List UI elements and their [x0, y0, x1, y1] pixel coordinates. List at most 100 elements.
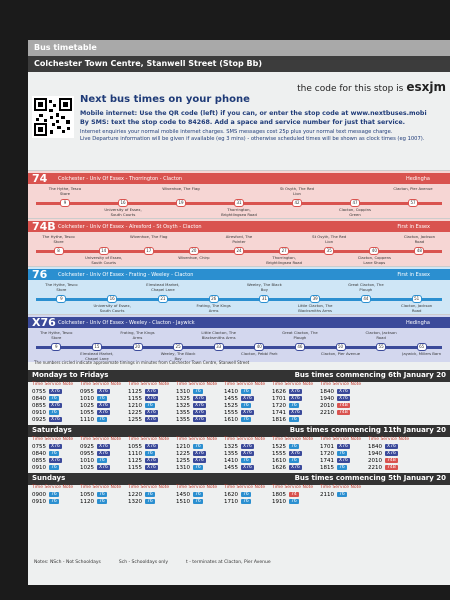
column: Time Service Note 2110 76 [320, 485, 368, 505]
service: 76 [337, 492, 347, 497]
stop-time: 16 [107, 295, 118, 303]
service: X76 [145, 465, 158, 470]
timetable: Saturdays Bus times commencing 11th Janua… [28, 425, 450, 471]
time: 1626 [272, 464, 286, 471]
columns: Time Service Note 0755 X76 0840 76 0855 X76 091… [28, 437, 450, 471]
stop-name: University of Essex, South Courts [93, 303, 131, 313]
departure: 2210 74B [320, 409, 368, 416]
service: X76 [289, 410, 302, 415]
departure: 1626 X76 [272, 464, 320, 471]
departure: 1155 X76 [128, 395, 176, 402]
timetable: Sundays Bus times commencing 5th January … [28, 473, 450, 505]
service: 76 [289, 444, 299, 449]
time: 0840 [32, 395, 46, 402]
stop-name: The Hythe, Tesco Store [40, 330, 73, 340]
departure: 1710 76 [224, 498, 272, 505]
stop-name: Colchester Town Centre, Stanwell Street … [28, 56, 450, 72]
route-header: X76 Colchester - Univ Of Essex - Weeley -… [28, 316, 450, 329]
service: X76 [193, 451, 206, 456]
stop-time: 14 [98, 247, 109, 255]
departure: 0910 76 [32, 464, 80, 471]
column-header: Time Service Note [272, 382, 314, 387]
departure: 1055 X76 [80, 409, 128, 416]
stop-code: esxjm [406, 80, 446, 94]
stop-time: 26 [208, 295, 219, 303]
time: 1255 [176, 457, 190, 464]
service: X76 [97, 410, 110, 415]
service: X76 [145, 389, 158, 394]
departure: 1805 74 [272, 491, 320, 498]
departure: 1210 76 [128, 402, 176, 409]
service: 74B [337, 403, 350, 408]
column-header: Time Service Note [224, 437, 266, 442]
column-header: Time Service Note [80, 382, 122, 387]
column: Time Service Note 1125 X76 1155 X76 1210 76 122… [128, 382, 176, 423]
departure: 1010 76 [80, 395, 128, 402]
service: X76 [241, 465, 254, 470]
departure: 1626 X76 [272, 388, 320, 395]
service: 76 [193, 444, 203, 449]
stop-name: Thorrington, Brightlingsea Road [221, 207, 257, 217]
time: 0755 [32, 388, 46, 395]
operator: Hedingha [406, 320, 430, 326]
stop-name: The Hythe, Tesco Store [42, 234, 75, 244]
stop-time: 15 [91, 343, 102, 351]
service: 76 [241, 389, 251, 394]
stop-name: The Hythe, Tesco Store [45, 282, 78, 292]
time: 1840 [320, 388, 334, 395]
departure: 1325 X76 [224, 443, 272, 450]
stop-name: Clacton, Jackson Road [403, 234, 436, 244]
stop-name: Wivenhoe, Chirp [178, 255, 210, 260]
service: 76 [289, 458, 299, 463]
departure: 0925 X76 [80, 443, 128, 450]
time: 1220 [128, 491, 142, 498]
service: X76 [241, 396, 254, 401]
stop-name: Alresford, The Pointer [225, 234, 253, 244]
departure: 1555 X76 [224, 409, 272, 416]
time: 1055 [128, 443, 142, 450]
service: X76 [289, 465, 302, 470]
column: Time Service Note 1525 76 1555 X76 1610 76 1626… [272, 437, 320, 471]
columns: Time Service Note 0900 76 0910 76 Time Servic… [28, 485, 450, 505]
column-header: Time Service Note [176, 437, 218, 442]
time: 1310 [176, 464, 190, 471]
departure: 1701 X76 [320, 443, 368, 450]
column-header: Time Service Note [272, 485, 314, 490]
time: 1010 [80, 457, 94, 464]
departure: 1255 X76 [176, 457, 224, 464]
column: Time Service Note 0955 X76 1010 76 1025 X76 105… [80, 382, 128, 423]
stop-name: Jaywick, Millers Barn [402, 351, 442, 356]
next-bus-block: Next bus times on your phone Mobile inte… [28, 92, 450, 164]
stop-time: 16 [118, 199, 128, 207]
service: X76 [241, 451, 254, 456]
service: 76 [193, 389, 203, 394]
stop-name: Clacton, Pebbl Park [241, 351, 278, 356]
service: 76 [97, 417, 107, 422]
time: 0955 [80, 450, 94, 457]
service: X76 [337, 458, 350, 463]
time: 1355 [176, 416, 190, 423]
info-line: Internet enquiries your normal mobile in… [80, 129, 393, 135]
service: 76 [337, 465, 347, 470]
time: 1325 [176, 395, 190, 402]
service: 76 [193, 465, 203, 470]
time: 1410 [224, 457, 238, 464]
service: 76 [145, 451, 155, 456]
stop-time: 40 [369, 247, 380, 255]
service: 74B [337, 410, 350, 415]
service: X76 [49, 389, 62, 394]
info-line: Mobile internet: Use the QR code (left) … [80, 110, 427, 117]
service: X76 [337, 396, 350, 401]
departure: 1620 76 [224, 491, 272, 498]
departure: 0910 76 [32, 409, 80, 416]
time: 1720 [320, 450, 334, 457]
stop-name: Little Clacton, The Blacksmiths Arms [201, 330, 236, 340]
departure: 0900 76 [32, 491, 80, 498]
departure: 1310 76 [176, 464, 224, 471]
service: X76 [385, 451, 398, 456]
time: 1620 [224, 491, 238, 498]
time: 1225 [176, 450, 190, 457]
stop-time: 31 [259, 295, 270, 303]
departure: 1055 X76 [128, 443, 176, 450]
route-note: The numbers circled indicate approximate… [34, 360, 250, 365]
